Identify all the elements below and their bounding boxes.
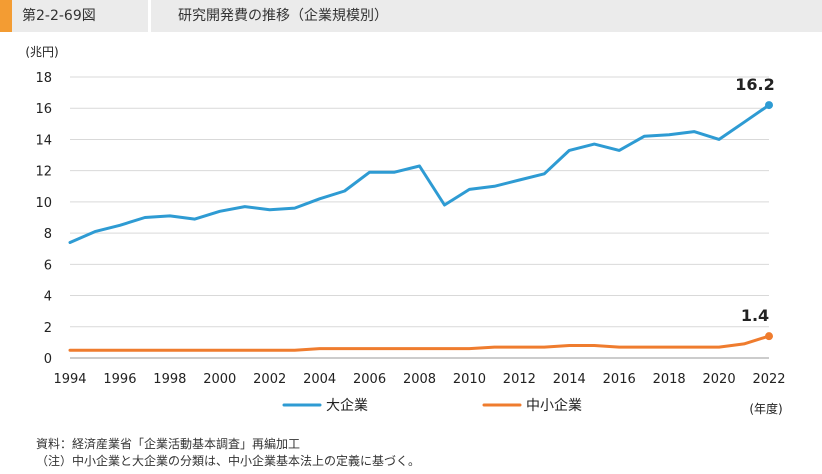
y-tick-label: 0	[44, 352, 52, 367]
x-tick-label: 2000	[203, 372, 236, 387]
y-tick-label: 18	[35, 71, 52, 86]
y-tick-label: 2	[44, 321, 52, 336]
y-tick-label: 14	[35, 133, 52, 148]
legend-label-1: 大企業	[326, 397, 368, 414]
x-tick-label: 2014	[553, 372, 586, 387]
x-tick-label: 1996	[103, 372, 136, 387]
x-tick-label: 2008	[403, 372, 436, 387]
x-tick-label: 2022	[752, 372, 785, 387]
x-tick-label: 1998	[153, 372, 186, 387]
legend-label-2: 中小企業	[526, 397, 582, 414]
header-separator	[148, 0, 151, 32]
figure-title: 研究開発費の推移（企業規模別）	[178, 8, 388, 24]
x-tick-label: 2020	[703, 372, 736, 387]
x-tick-label: 2016	[603, 372, 636, 387]
y-tick-label: 12	[35, 165, 52, 180]
y-tick-label: 4	[44, 290, 52, 305]
y-tick-label: 8	[44, 227, 52, 242]
series-line-2	[68, 334, 771, 352]
x-tick-label: 2006	[353, 372, 386, 387]
x-tick-label: 2018	[653, 372, 686, 387]
x-tick-label: 1994	[53, 372, 86, 387]
figure-header: 第2-2-69図 研究開発費の推移（企業規模別）	[0, 0, 822, 32]
y-axis-label: (兆円)	[25, 45, 58, 59]
header-accent-bar	[0, 0, 12, 32]
series-line-1	[68, 103, 771, 244]
series-end-label-1: 16.2	[735, 75, 774, 94]
rd-expense-line-chart: 0 2 4 6 8 10 12 14 16 18 (兆円) 1994 1996 1998 2000 2002 2…	[25, 45, 785, 416]
y-tick-label: 6	[44, 258, 52, 273]
y-tick-label: 10	[35, 196, 52, 211]
chart-notes: 資料：経済産業省「企業活動基本調査」再編加工 （注）中小企業と大企業の分類は、中…	[36, 436, 420, 470]
x-tick-label: 2004	[303, 372, 336, 387]
series-end-point-1	[765, 101, 773, 110]
series-end-label-2: 1.4	[741, 306, 769, 325]
x-tick-label: 2010	[453, 372, 486, 387]
x-axis-unit-label: (年度)	[749, 401, 782, 416]
figure-label: 第2-2-69図	[22, 8, 96, 24]
y-tick-label: 16	[35, 102, 52, 117]
x-tick-label: 2012	[503, 372, 536, 387]
source-note: 資料：経済産業省「企業活動基本調査」再編加工	[36, 437, 301, 451]
series-end-point-2	[765, 332, 773, 341]
x-tick-label: 2002	[253, 372, 286, 387]
definition-note: （注）中小企業と大企業の分類は、中小企業基本法上の定義に基づく。	[36, 454, 421, 468]
